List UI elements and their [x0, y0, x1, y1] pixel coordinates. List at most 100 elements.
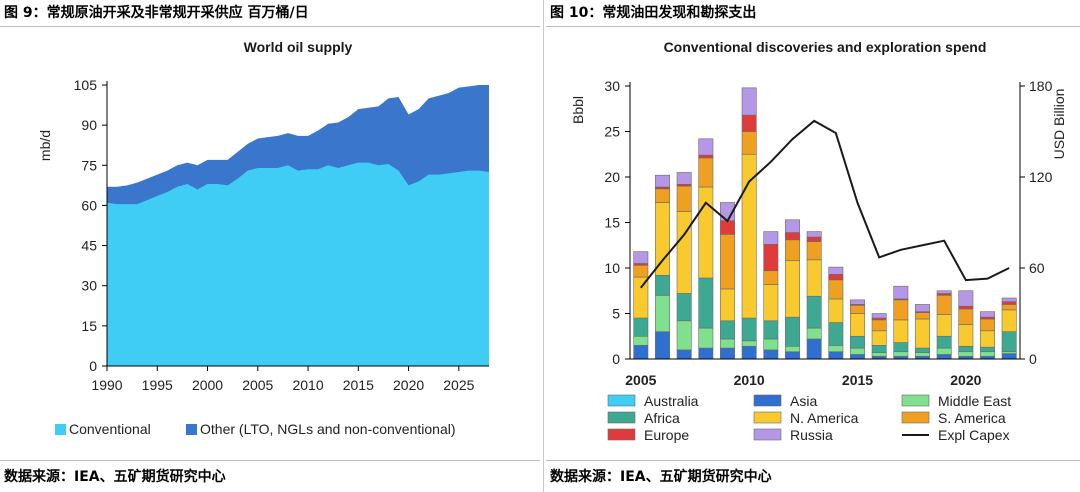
- x-tick-label: 2025: [443, 377, 474, 393]
- bar-segment-s-america: [871, 319, 887, 332]
- bar-segment-n-america: [806, 259, 822, 297]
- right-source: 数据来源：IEA、五矿期货研究中心: [550, 469, 772, 485]
- bar-segment-asia: [936, 354, 952, 360]
- bar-segment-africa: [828, 322, 844, 346]
- bar-segment-africa: [698, 277, 714, 329]
- y2-axis-label: USD Billion: [1051, 89, 1067, 160]
- expl-capex-line: [640, 119, 1010, 289]
- bar-segment-europe: [720, 220, 735, 235]
- bar-segment-middle-east: [763, 338, 779, 351]
- bar-segment-n-america: [633, 276, 649, 319]
- bar-segment-s-america: [633, 264, 649, 278]
- legend-swatch-australia: [607, 394, 636, 407]
- x-tick-label: 2015: [842, 372, 873, 388]
- legend-swatch-n-america: [753, 411, 782, 424]
- legend-swatch-africa: [607, 411, 636, 424]
- bar-segment-europe: [958, 305, 974, 310]
- discoveries-exploration-chart: Conventional discoveries and exploration…: [570, 39, 1067, 443]
- x-tick-label: 2000: [192, 377, 223, 393]
- legend-label-expl-capex: Expl Capex: [938, 427, 1010, 443]
- bar-segment-n-america: [698, 186, 714, 279]
- left-caption-rule: [0, 26, 540, 27]
- bar-segment-s-america: [741, 131, 757, 155]
- bar-segment-middle-east: [980, 351, 995, 357]
- bar-segment-africa: [785, 316, 800, 347]
- bar-segment-africa: [763, 320, 779, 340]
- x-tick-label: 2020: [950, 372, 981, 388]
- bar-segment-middle-east: [828, 345, 844, 353]
- bar-segment-africa: [980, 346, 995, 353]
- bar-segment-russia: [763, 231, 779, 245]
- legend-swatch-europe: [607, 428, 636, 441]
- bar-segment-europe: [785, 232, 800, 241]
- bar-segment-russia: [698, 138, 714, 156]
- x-tick-label: 1990: [91, 377, 122, 393]
- bar-segment-n-america: [676, 211, 692, 294]
- bar-segment-n-america: [720, 288, 735, 322]
- bar-segment-middle-east: [655, 294, 670, 332]
- bar-segment-asia: [763, 349, 779, 360]
- x-tick-label: 2010: [734, 372, 765, 388]
- bar-segment-n-america: [958, 324, 974, 347]
- bar-segment-europe: [806, 236, 822, 242]
- bar-segment-n-america: [655, 202, 670, 276]
- legend-label-other: Other (LTO, NGLs and non-conventional): [200, 421, 456, 437]
- bar-segment-russia: [936, 290, 952, 294]
- y-tick-label: 5: [612, 306, 620, 322]
- bar-segment-asia: [1001, 353, 1017, 360]
- bar-segment-russia: [915, 304, 930, 312]
- right-caption: 图 10：常规油田发现和勘探支出: [550, 5, 757, 21]
- bar-segment-s-america: [720, 234, 735, 290]
- legend-swatch-s-america: [901, 411, 930, 424]
- y-tick-label: 0: [89, 358, 97, 374]
- bar-segment-russia: [958, 290, 974, 307]
- y-tick-label: 60: [81, 197, 97, 213]
- y-axis-label: mb/d: [37, 130, 53, 161]
- bar-segment-africa: [871, 345, 887, 353]
- bar-segment-n-america: [850, 313, 865, 337]
- bar-segment-s-america: [980, 318, 995, 332]
- bar-segment-s-america: [655, 188, 670, 203]
- bar-segment-s-america: [763, 270, 779, 285]
- legend-label-asia: Asia: [790, 393, 817, 409]
- left-footer-rule: [0, 460, 540, 461]
- bar-segment-n-america: [915, 318, 930, 349]
- bar-segment-middle-east: [915, 352, 930, 357]
- bar-segment-asia: [676, 349, 692, 360]
- bar-segment-africa: [720, 320, 735, 340]
- bar-segment-asia: [850, 354, 865, 360]
- chart-title: World oil supply: [244, 39, 353, 55]
- bar-segment-russia: [676, 172, 692, 185]
- bar-segment-russia: [806, 231, 822, 238]
- bar-segment-russia: [741, 87, 757, 116]
- left-source: 数据来源：IEA、五矿期货研究中心: [4, 469, 226, 485]
- legend-label-europe: Europe: [644, 427, 689, 443]
- y-tick-label: 45: [81, 238, 97, 254]
- bar-segment-russia: [785, 219, 800, 233]
- y-tick-label: 30: [604, 78, 620, 94]
- bar-segment-africa: [633, 317, 649, 337]
- left-caption: 图 9：常规原油开采及非常规开采供应 百万桶/日: [4, 5, 309, 21]
- panel-divider: [543, 0, 544, 492]
- right-panel: 图 10：常规油田发现和勘探支出 Conventional discoverie…: [546, 0, 1080, 492]
- legend-swatch-asia: [753, 394, 782, 407]
- legend-label-conventional: Conventional: [69, 421, 151, 437]
- bar-segment-russia: [655, 174, 670, 188]
- legend-label-africa: Africa: [644, 410, 680, 426]
- bar-segment-asia: [720, 347, 735, 360]
- legend-swatch-other: [186, 424, 197, 435]
- bar-segment-s-america: [806, 241, 822, 261]
- y2-tick-label: 120: [1029, 169, 1053, 185]
- bar-segment-middle-east: [785, 345, 800, 353]
- y-tick-label: 15: [81, 318, 97, 334]
- bar-segment-middle-east: [958, 351, 974, 357]
- bar-segment-n-america: [871, 330, 887, 346]
- chart-title: Conventional discoveries and exploration…: [664, 39, 987, 55]
- bar-segment-s-america: [850, 305, 865, 314]
- bar-segment-middle-east: [871, 352, 887, 357]
- bar-segment-n-america: [893, 319, 909, 343]
- bar-segment-s-america: [785, 239, 800, 262]
- bar-segment-africa: [936, 335, 952, 349]
- bar-segment-europe: [741, 114, 757, 132]
- bar-segment-europe: [763, 244, 779, 272]
